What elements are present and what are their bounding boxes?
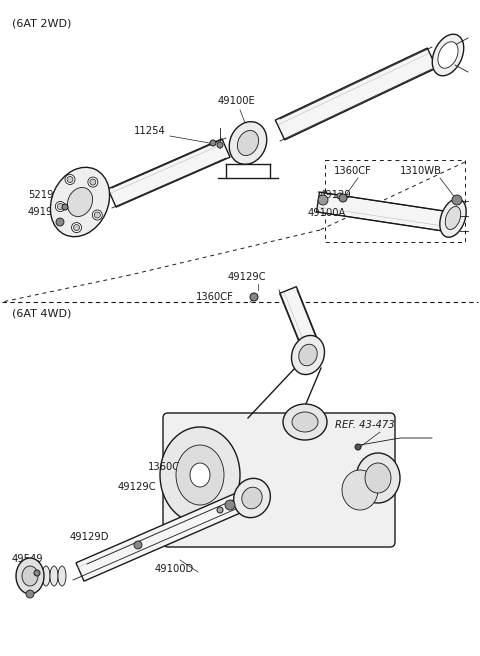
Circle shape <box>225 500 235 510</box>
Ellipse shape <box>445 207 461 230</box>
Text: 49129C: 49129C <box>228 272 266 282</box>
Text: 49193: 49193 <box>28 207 60 217</box>
Circle shape <box>73 224 80 231</box>
Circle shape <box>57 203 63 209</box>
Ellipse shape <box>438 42 458 68</box>
Text: 1360CF: 1360CF <box>334 166 372 176</box>
Circle shape <box>62 204 68 210</box>
Ellipse shape <box>356 453 400 503</box>
Ellipse shape <box>176 445 224 505</box>
Text: 49100A: 49100A <box>308 208 347 218</box>
Text: REF. 43-473: REF. 43-473 <box>335 420 395 430</box>
Ellipse shape <box>291 335 324 375</box>
Ellipse shape <box>432 34 464 76</box>
Circle shape <box>34 570 40 576</box>
Polygon shape <box>280 287 318 348</box>
Circle shape <box>339 194 347 202</box>
Circle shape <box>452 195 462 205</box>
Text: (6AT 2WD): (6AT 2WD) <box>12 18 72 28</box>
Ellipse shape <box>299 344 317 366</box>
Ellipse shape <box>365 463 391 493</box>
Circle shape <box>90 179 96 185</box>
Ellipse shape <box>160 427 240 523</box>
Ellipse shape <box>440 199 466 237</box>
Circle shape <box>88 177 98 187</box>
Ellipse shape <box>22 566 38 586</box>
Text: 49100E: 49100E <box>218 96 256 106</box>
Circle shape <box>355 444 361 450</box>
Text: 1360CF: 1360CF <box>196 292 234 302</box>
Ellipse shape <box>34 566 42 586</box>
Text: (6AT 4WD): (6AT 4WD) <box>12 308 72 318</box>
Ellipse shape <box>50 566 58 586</box>
Polygon shape <box>108 139 230 207</box>
Circle shape <box>56 218 64 226</box>
Ellipse shape <box>229 121 267 165</box>
Circle shape <box>95 212 100 218</box>
Polygon shape <box>276 48 437 140</box>
Text: 49129: 49129 <box>320 190 352 200</box>
Circle shape <box>250 293 258 301</box>
Ellipse shape <box>283 404 327 440</box>
Ellipse shape <box>50 167 109 237</box>
Polygon shape <box>316 192 452 232</box>
Text: 1360CF: 1360CF <box>148 462 186 472</box>
Circle shape <box>217 142 223 148</box>
Ellipse shape <box>242 487 262 509</box>
Polygon shape <box>76 491 249 581</box>
Circle shape <box>55 201 65 211</box>
Ellipse shape <box>190 463 210 487</box>
Ellipse shape <box>292 412 318 432</box>
Ellipse shape <box>58 566 66 586</box>
Circle shape <box>92 210 102 220</box>
Circle shape <box>26 590 34 598</box>
Circle shape <box>67 176 73 182</box>
Circle shape <box>217 507 223 513</box>
Circle shape <box>337 193 343 199</box>
FancyBboxPatch shape <box>163 413 395 547</box>
Ellipse shape <box>42 566 50 586</box>
Circle shape <box>318 195 328 205</box>
Ellipse shape <box>26 566 34 586</box>
Text: 49129D: 49129D <box>70 532 109 542</box>
Ellipse shape <box>342 470 378 510</box>
Ellipse shape <box>234 478 270 518</box>
Circle shape <box>72 222 82 233</box>
Text: 52193: 52193 <box>28 190 60 200</box>
Text: 11254: 11254 <box>134 126 166 136</box>
Text: 49129C: 49129C <box>118 482 156 492</box>
Text: 49549: 49549 <box>12 554 44 564</box>
Circle shape <box>65 174 75 184</box>
Ellipse shape <box>16 558 44 594</box>
Circle shape <box>210 140 216 146</box>
Text: 1310WB: 1310WB <box>400 166 442 176</box>
Ellipse shape <box>67 188 93 216</box>
Ellipse shape <box>238 131 259 155</box>
Circle shape <box>134 541 142 549</box>
Text: 49100D: 49100D <box>155 564 194 574</box>
